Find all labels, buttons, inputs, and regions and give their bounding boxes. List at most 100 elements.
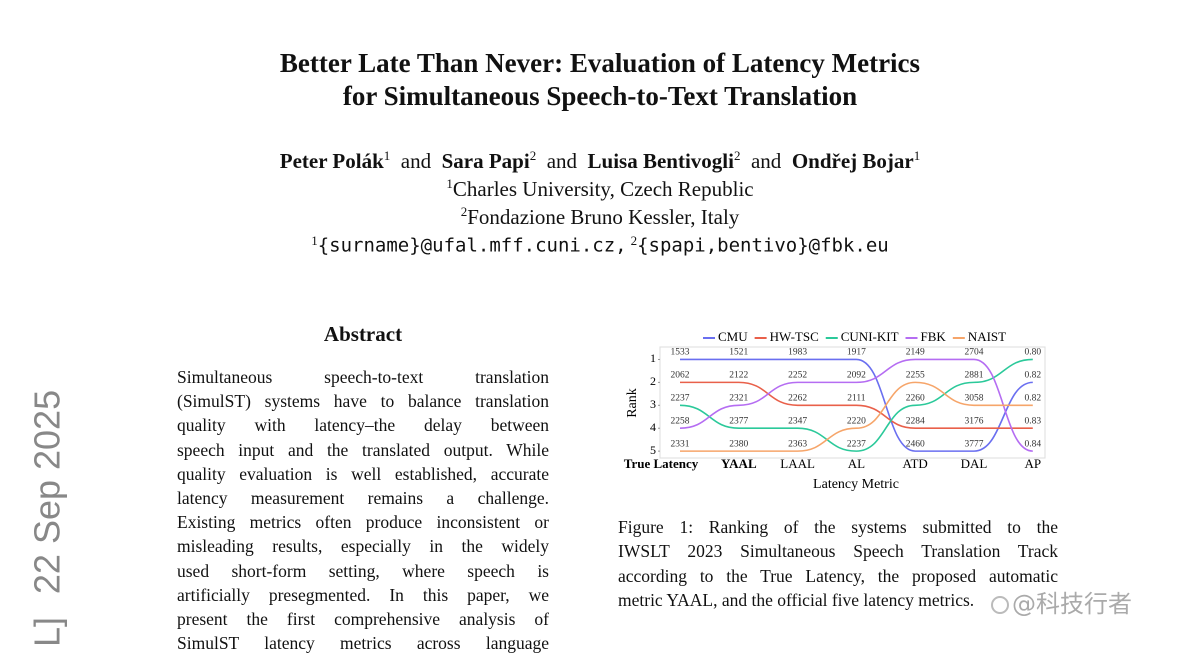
text-line: present the first comprehensive analysis… bbox=[177, 609, 549, 629]
conjunction: and bbox=[546, 149, 578, 173]
aff-text: Fondazione Bruno Kessler, Italy bbox=[467, 205, 740, 229]
x-tick-label: LAAL bbox=[780, 456, 815, 471]
point-label: 2347 bbox=[788, 416, 807, 426]
x-axis-label: Latency Metric bbox=[813, 477, 899, 492]
text-line: Simultaneous speech-to-text translation bbox=[177, 367, 549, 387]
aff-sup: 1 bbox=[446, 176, 453, 191]
x-tick-label: AP bbox=[1024, 456, 1041, 471]
affiliation: 2Fondazione Bruno Kessler, Italy bbox=[0, 204, 1200, 230]
series-line bbox=[679, 358, 1033, 452]
watermark: @科技行者 bbox=[1012, 590, 1132, 618]
text-line: misleading results, especially in the wi… bbox=[177, 536, 549, 557]
plot-frame bbox=[659, 346, 1046, 459]
point-label: 2237 bbox=[847, 439, 866, 449]
y-axis-label: Rank bbox=[625, 388, 640, 418]
point-label: 0.84 bbox=[1024, 439, 1041, 449]
point-label: 2377 bbox=[729, 416, 748, 426]
point-label: 2062 bbox=[671, 371, 690, 381]
email-sup: 2 bbox=[630, 233, 638, 248]
text-line: IWSLT 2023 Simultaneous Speech Translati… bbox=[618, 541, 1058, 562]
point-label: 3058 bbox=[965, 393, 984, 403]
authors: Peter Polák1 and Sara Papi2 and Luisa Be… bbox=[0, 148, 1200, 174]
text-line: used short-form setting, where speech is bbox=[177, 560, 549, 581]
x-tick-label: DAL bbox=[961, 456, 988, 471]
affiliation: 1Charles University, Czech Republic bbox=[0, 176, 1200, 202]
point-label: 2255 bbox=[906, 371, 925, 381]
series-line bbox=[680, 381, 1033, 430]
email: {spapi,bentivo}@fbk.eu bbox=[637, 234, 889, 257]
text-line: artificially presegmented. In this paper… bbox=[177, 584, 549, 605]
abstract-heading: Abstract bbox=[323, 322, 403, 346]
author: Sara Papi bbox=[441, 149, 530, 173]
point-label: 0.83 bbox=[1024, 416, 1041, 426]
x-tick-label: YAAL bbox=[721, 456, 757, 471]
author: Peter Polák bbox=[279, 149, 384, 173]
point-label: 2122 bbox=[729, 371, 748, 381]
point-label: 2252 bbox=[788, 371, 807, 381]
arxiv-date: 22 Sep 2025 bbox=[27, 390, 68, 594]
point-label: 1533 bbox=[671, 348, 690, 358]
y-tick-label: 1 bbox=[650, 351, 656, 365]
email-sup: 1 bbox=[311, 233, 318, 248]
text-line: speech input and the translated output. … bbox=[177, 439, 549, 460]
point-label: 3176 bbox=[965, 416, 984, 426]
text-line: quality evaluation is well established, … bbox=[177, 463, 549, 484]
point-label: 2363 bbox=[788, 439, 807, 449]
text-line: (SimulST) systems have to balance transl… bbox=[177, 391, 549, 412]
point-label: 0.80 bbox=[1024, 348, 1041, 358]
text-line: Figure 1: Ranking of the systems submitt… bbox=[618, 517, 1058, 537]
point-label: 2260 bbox=[906, 393, 925, 403]
text-line: latency measurement remains a challenge. bbox=[177, 488, 549, 508]
aff-sup: 2 bbox=[460, 204, 468, 219]
point-label: 2284 bbox=[906, 416, 925, 426]
point-label: 2220 bbox=[847, 416, 866, 426]
point-label: 2111 bbox=[847, 393, 866, 403]
series-line bbox=[679, 358, 1033, 452]
point-label: 2237 bbox=[671, 393, 690, 403]
author: Ondřej Bojar bbox=[791, 149, 914, 173]
x-tick-label: ATD bbox=[903, 456, 928, 471]
point-label: 2149 bbox=[906, 348, 925, 358]
title-line: Better Late Than Never: Evaluation of La… bbox=[279, 48, 921, 78]
point-label: 1521 bbox=[729, 348, 748, 358]
point-label: 1917 bbox=[847, 348, 866, 358]
author-sup: 2 bbox=[733, 148, 741, 163]
point-label: 2092 bbox=[847, 371, 866, 381]
legend-label: NAIST bbox=[968, 329, 1006, 344]
title-line: for Simultaneous Speech-to-Text Translat… bbox=[342, 81, 858, 111]
legend-label: HW-TSC bbox=[770, 329, 819, 344]
series-line bbox=[679, 358, 1033, 452]
y-tick-label: 2 bbox=[650, 374, 656, 388]
author-sup: 1 bbox=[913, 148, 921, 163]
email: {surname}@ufal.mff.cuni.cz, bbox=[317, 234, 627, 257]
point-label: 0.82 bbox=[1024, 393, 1041, 403]
point-label: 0.82 bbox=[1024, 371, 1041, 381]
text-line: according to the True Latency, the propo… bbox=[618, 565, 1058, 586]
legend-label: CUNI-KIT bbox=[841, 329, 899, 344]
legend-label: CMU bbox=[718, 329, 748, 344]
point-label: 1983 bbox=[788, 348, 807, 358]
y-tick-label: 5 bbox=[650, 443, 656, 457]
text-line: Existing metrics often produce inconsist… bbox=[177, 512, 549, 533]
author: Luisa Bentivogli bbox=[587, 149, 734, 173]
arxiv-id: L] bbox=[27, 617, 68, 647]
series-line bbox=[680, 381, 1033, 452]
point-label: 2262 bbox=[788, 393, 807, 403]
text-line: quality with latency–the delay between bbox=[177, 415, 549, 436]
legend-label: FBK bbox=[921, 329, 947, 344]
y-tick-label: 4 bbox=[650, 420, 656, 434]
aff-text: Charles University, Czech Republic bbox=[452, 177, 754, 201]
watermark-icon bbox=[991, 596, 1009, 614]
point-label: 2321 bbox=[729, 393, 748, 403]
text-line: metric YAAL, and the official five laten… bbox=[618, 589, 975, 610]
author-sup: 2 bbox=[529, 148, 537, 163]
point-label: 2881 bbox=[965, 371, 984, 381]
point-label: 2380 bbox=[729, 439, 748, 449]
y-tick-label: 3 bbox=[650, 397, 656, 411]
point-label: 2331 bbox=[671, 439, 690, 449]
x-tick-label: True Latency bbox=[624, 456, 699, 471]
conjunction: and bbox=[750, 149, 782, 173]
x-tick-label: AL bbox=[848, 456, 865, 471]
point-label: 2704 bbox=[965, 348, 984, 358]
